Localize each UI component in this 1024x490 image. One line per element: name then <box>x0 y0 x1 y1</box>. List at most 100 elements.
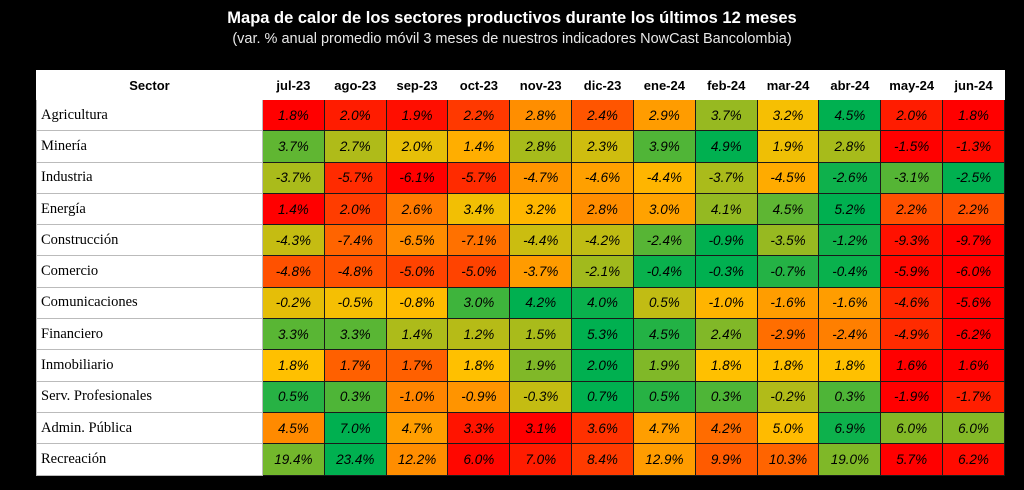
heat-cell: 2.0% <box>571 349 634 382</box>
heat-cell: 3.3% <box>262 318 325 351</box>
heat-cell: 0.5% <box>632 380 696 413</box>
heat-cell: 5.2% <box>818 192 882 226</box>
heat-cell: -7.1% <box>447 224 511 257</box>
heat-cell: -4.3% <box>262 224 325 257</box>
heat-cell: -6.2% <box>942 318 1005 351</box>
column-header: ago-23 <box>323 70 387 100</box>
heat-cell: -4.6% <box>880 286 944 320</box>
heat-cell: -2.5% <box>942 161 1005 194</box>
heat-cell: 4.5% <box>818 98 882 132</box>
heat-cell: 3.2% <box>509 192 573 226</box>
table-row: Minería 3.7% 2.7% 2.0% 1.4% 2.8% 2.3% 3.9% 4.9% 1… <box>36 130 1005 163</box>
table-row: Agricultura 1.8% 2.0% 1.9% 2.2% 2.8% 2.4% 2.9% 3… <box>36 98 1005 132</box>
heat-cell: 10.3% <box>756 443 820 476</box>
heat-cell: -4.2% <box>571 224 634 257</box>
heat-cell: 2.8% <box>818 130 882 163</box>
heat-cell: 2.0% <box>323 98 387 132</box>
heat-cell: 7.0% <box>323 411 387 445</box>
heat-cell: 2.9% <box>632 98 696 132</box>
column-header: jun-24 <box>942 70 1005 100</box>
heat-cell: -2.9% <box>756 318 820 351</box>
heat-cell: 2.8% <box>571 192 634 226</box>
heat-cell: -7.4% <box>323 224 387 257</box>
heat-cell: 2.8% <box>509 98 573 132</box>
heat-cell: 6.0% <box>880 411 944 445</box>
heat-cell: 7.0% <box>509 443 573 476</box>
sector-label: Serv. Profesionales <box>36 380 263 413</box>
heat-cell: -1.0% <box>385 380 449 413</box>
heat-cell: 2.7% <box>323 130 387 163</box>
heatmap-body: Agricultura 1.8% 2.0% 1.9% 2.2% 2.8% 2.4% 2.9% 3… <box>36 98 1005 476</box>
column-header: jul-23 <box>262 70 325 100</box>
heat-cell: 19.4% <box>262 443 325 476</box>
table-row: Comunicaciones -0.2% -0.5% -0.8% 3.0% 4.2% 4.0… <box>36 286 1005 320</box>
table-row: Admin. Pública 4.5% 7.0% 4.7% 3.3% 3.1% 3.6% 4.… <box>36 411 1005 445</box>
heat-cell: -0.3% <box>509 380 573 413</box>
heat-cell: 1.8% <box>262 349 325 382</box>
heat-cell: -2.1% <box>571 255 634 288</box>
sector-label: Minería <box>36 130 263 163</box>
heat-cell: -0.4% <box>818 255 882 288</box>
sector-label: Industria <box>36 161 263 194</box>
heat-cell: 3.3% <box>323 318 387 351</box>
heat-cell: 1.8% <box>262 98 325 132</box>
heat-cell: 1.8% <box>447 349 511 382</box>
table-row: Energía 1.4% 2.0% 2.6% 3.4% 3.2% 2.8% 3.0% 4.1% 4… <box>36 192 1005 226</box>
heat-cell: -0.2% <box>756 380 820 413</box>
heat-cell: 5.7% <box>880 443 944 476</box>
heat-cell: 0.7% <box>571 380 634 413</box>
sector-label: Construcción <box>36 224 263 257</box>
heat-cell: 1.6% <box>880 349 944 382</box>
heat-cell: -1.9% <box>880 380 944 413</box>
heat-cell: -2.6% <box>818 161 882 194</box>
heat-cell: -0.8% <box>385 286 449 320</box>
heat-cell: 1.9% <box>385 98 449 132</box>
heat-cell: 6.2% <box>942 443 1005 476</box>
heat-cell: -1.6% <box>756 286 820 320</box>
heat-cell: 5.3% <box>571 318 634 351</box>
heat-cell: -3.5% <box>756 224 820 257</box>
heat-cell: 3.1% <box>509 411 573 445</box>
heat-cell: 2.0% <box>385 130 449 163</box>
heat-cell: 3.7% <box>694 98 758 132</box>
heat-cell: -3.1% <box>880 161 944 194</box>
column-header: may-24 <box>880 70 944 100</box>
heat-cell: 1.8% <box>818 349 882 382</box>
heat-cell: 4.2% <box>509 286 573 320</box>
heat-cell: 1.4% <box>447 130 511 163</box>
column-header: mar-24 <box>756 70 820 100</box>
heat-cell: -9.3% <box>880 224 944 257</box>
heat-cell: 1.2% <box>447 318 511 351</box>
column-header: nov-23 <box>509 70 573 100</box>
heat-cell: 9.9% <box>694 443 758 476</box>
chart-subtitle: (var. % anual promedio móvil 3 meses de … <box>232 31 792 47</box>
heat-cell: 4.5% <box>632 318 696 351</box>
table-row: Recreación 19.4% 23.4% 12.2% 6.0% 7.0% 8.4% 12.… <box>36 443 1005 476</box>
heat-cell: -1.6% <box>818 286 882 320</box>
heat-cell: -0.7% <box>756 255 820 288</box>
heat-cell: -5.0% <box>447 255 511 288</box>
heat-cell: 3.4% <box>447 192 511 226</box>
heat-cell: 1.8% <box>942 98 1005 132</box>
heat-cell: -3.7% <box>694 161 758 194</box>
heat-cell: -4.6% <box>571 161 634 194</box>
heat-cell: 3.0% <box>447 286 511 320</box>
heat-cell: 2.4% <box>694 318 758 351</box>
sector-label: Recreación <box>36 443 263 476</box>
heatmap-header: Sector jul-23 ago-23 sep-23 oct-23 nov-23 dic… <box>36 70 1005 100</box>
heat-cell: -1.3% <box>942 130 1005 163</box>
heat-cell: 2.2% <box>447 98 511 132</box>
heat-cell: 6.0% <box>447 443 511 476</box>
heat-cell: 4.7% <box>385 411 449 445</box>
heat-cell: -9.7% <box>942 224 1005 257</box>
heat-cell: 1.6% <box>942 349 1005 382</box>
heatmap-table: Sector jul-23 ago-23 sep-23 oct-23 nov-23 dic… <box>36 70 1005 476</box>
heat-cell: 6.0% <box>942 411 1005 445</box>
heat-cell: 2.4% <box>571 98 634 132</box>
heat-cell: 12.2% <box>385 443 449 476</box>
heat-cell: 3.7% <box>262 130 325 163</box>
heat-cell: 1.9% <box>509 349 573 382</box>
heat-cell: 4.5% <box>262 411 325 445</box>
heat-cell: -4.7% <box>509 161 573 194</box>
heat-cell: 0.3% <box>818 380 882 413</box>
